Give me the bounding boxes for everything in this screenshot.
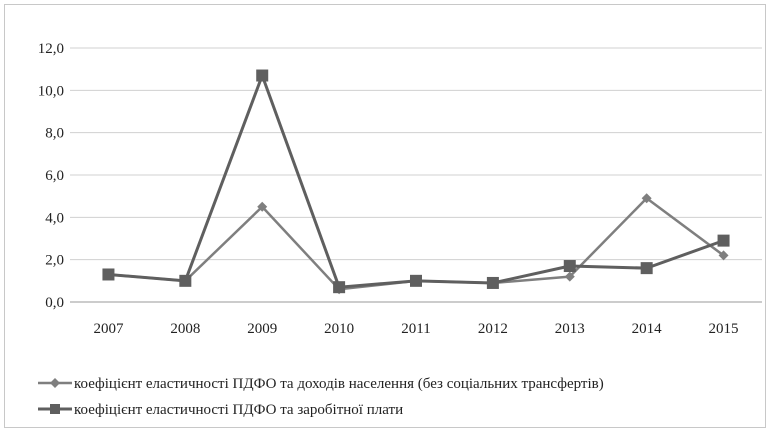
series-group [102, 69, 730, 295]
x-axis-ticks: 2007 2008 2009 2010 2011 2012 2013 2014 2015 [93, 321, 738, 337]
y-axis-ticks: 0,0 2,0 4,0 6,0 8,0 10,0 12,0 [38, 41, 64, 311]
data-point-square [179, 274, 192, 287]
y-tick-label: 0,0 [45, 295, 64, 311]
series-2 [102, 69, 730, 294]
data-point-square [410, 274, 422, 287]
data-point-square [486, 276, 499, 289]
legend-label-2: коефіцієнт еластичності ПДФО та заробітн… [74, 402, 403, 418]
x-tick-label: 2010 [324, 321, 354, 337]
x-tick-label: 2014 [632, 321, 663, 337]
x-tick-label: 2012 [478, 321, 508, 337]
data-point-square [333, 281, 346, 294]
data-point-diamond [641, 193, 652, 204]
legend: коефіцієнт еластичності ПДФО та доходів … [38, 376, 604, 418]
data-point-square [717, 234, 730, 247]
x-tick-label: 2009 [247, 321, 277, 337]
y-tick-label: 8,0 [45, 126, 64, 142]
legend-diamond-marker [50, 378, 60, 388]
x-tick-label: 2015 [709, 321, 739, 337]
y-tick-label: 6,0 [45, 168, 64, 184]
legend-label-1: коефіцієнт еластичності ПДФО та доходів … [74, 376, 604, 392]
y-tick-label: 2,0 [45, 253, 64, 269]
data-point-square [563, 260, 576, 273]
x-tick-label: 2007 [93, 321, 124, 337]
data-point-diamond [564, 271, 575, 282]
data-point-diamond [257, 201, 268, 212]
y-tick-label: 12,0 [38, 41, 64, 57]
x-tick-label: 2013 [555, 321, 585, 337]
y-tick-label: 4,0 [45, 210, 64, 226]
x-tick-label: 2011 [401, 321, 430, 337]
grid-lines [70, 47, 762, 303]
x-tick-label: 2008 [170, 321, 200, 337]
data-point-diamond [718, 250, 729, 261]
y-tick-label: 10,0 [38, 83, 64, 99]
data-point-square [102, 268, 115, 281]
legend-square-marker [50, 404, 60, 414]
legend-entry-2: коефіцієнт еластичності ПДФО та заробітн… [38, 402, 403, 418]
data-point-square [256, 69, 269, 82]
series-line-2 [108, 74, 725, 289]
chart-frame [4, 4, 766, 428]
legend-entry-1: коефіцієнт еластичності ПДФО та доходів … [38, 376, 604, 392]
data-point-square [640, 262, 653, 275]
